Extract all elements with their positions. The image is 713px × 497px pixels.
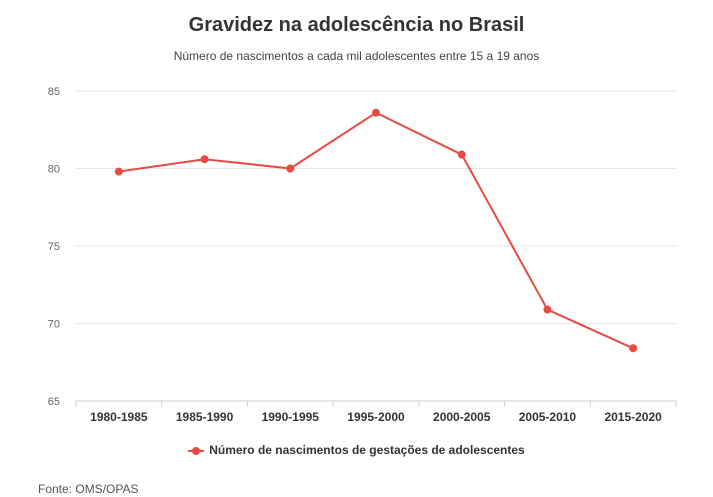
data-point: [114, 167, 123, 176]
y-tick-label: 70: [48, 319, 60, 331]
y-tick-label: 80: [48, 164, 60, 176]
x-tick-label: 1980-1985: [90, 410, 148, 424]
x-tick-label: 1990-1995: [262, 410, 320, 424]
data-point: [200, 155, 209, 164]
y-tick-label: 85: [48, 86, 60, 98]
x-tick-label: 1985-1990: [176, 410, 234, 424]
legend-label: Número de nascimentos de gestações de ad…: [209, 443, 525, 457]
source-note: Fonte: OMS/OPAS: [38, 482, 139, 496]
x-tick-label: 2015-2020: [604, 410, 662, 424]
x-tick-label: 2000-2005: [433, 410, 491, 424]
data-point: [286, 164, 295, 173]
chart-subtitle: Número de nascimentos a cada mil adolesc…: [173, 49, 540, 63]
legend[interactable]: Número de nascimentos de gestações de ad…: [0, 443, 713, 457]
x-tick-label: 1995-2000: [347, 410, 405, 424]
data-point: [372, 108, 380, 117]
data-point: [543, 305, 552, 314]
legend-marker-icon: [188, 446, 205, 456]
y-tick-label: 65: [48, 396, 60, 408]
data-point: [457, 150, 466, 159]
series-line: [118, 111, 634, 350]
x-tick-label: 2005-2010: [519, 410, 577, 424]
data-point: [629, 344, 638, 353]
y-tick-label: 75: [48, 241, 60, 253]
chart-title: Gravidez na adolescência no Brasil: [188, 14, 525, 36]
